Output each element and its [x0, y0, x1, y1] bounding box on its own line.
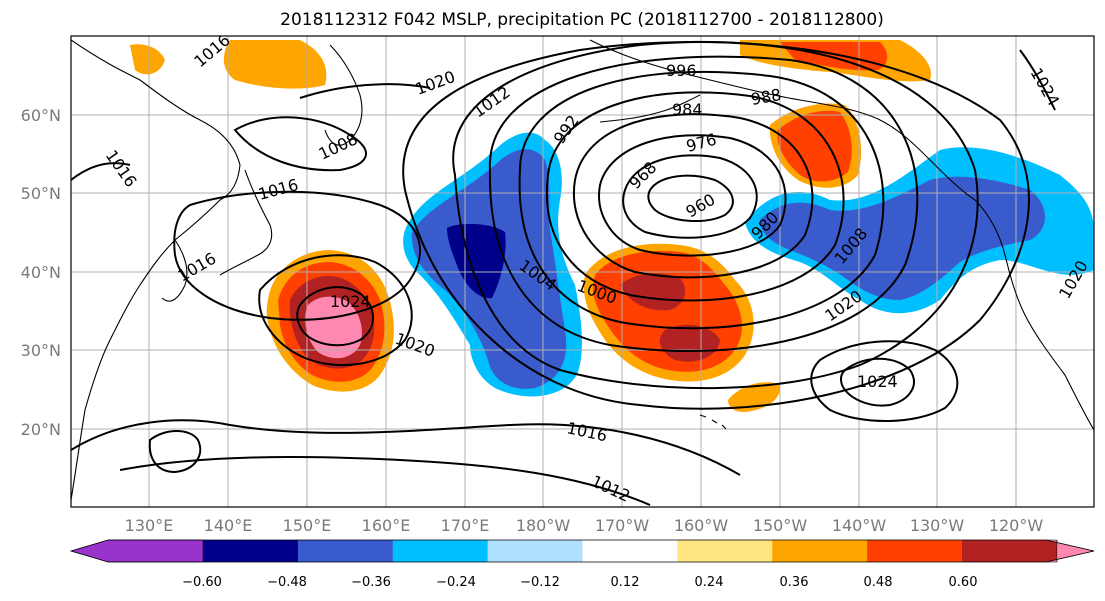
lat-tick-label: 40°N [21, 263, 61, 282]
colorbar-tick-label: −0.36 [351, 575, 391, 590]
colorbar-segment [867, 540, 963, 562]
colorbar-segment [203, 540, 299, 562]
lon-tick-label: 120°W [989, 516, 1044, 535]
isobar-1024-a [296, 286, 374, 347]
colorbar-segment [297, 540, 394, 562]
coast-namerica [974, 199, 1094, 431]
isobar-1020-a [258, 254, 413, 367]
lon-tick-label: 170°W [595, 516, 650, 535]
lon-tick-label: 130°E [125, 516, 174, 535]
isobar-label: 996 [666, 61, 697, 80]
isobars [71, 40, 1056, 506]
isobar-label: 1024 [330, 292, 371, 311]
isobar-1024-b [840, 357, 915, 407]
colorbar-tick-label: 0.12 [611, 575, 640, 590]
isobar-label: 984 [672, 100, 703, 119]
colorbar-segment [392, 540, 489, 562]
lat-tick-label: 60°N [21, 106, 61, 125]
isobar-1012 [402, 40, 1030, 410]
isobar-small [148, 430, 202, 474]
lat-tick-label: 30°N [21, 341, 61, 360]
shade-pos-top4 [130, 44, 165, 75]
colorbar-tick-label: 0.60 [949, 575, 978, 590]
lon-tick-label: 150°E [283, 516, 332, 535]
coast-korea [161, 239, 188, 302]
isobar-label: 1024 [857, 372, 898, 391]
isobar-984 [572, 113, 814, 279]
coast-japan [219, 169, 273, 276]
lon-tick-label: 180°W [516, 516, 571, 535]
shade-pos-central-dark [620, 273, 720, 362]
coast-hawaii [699, 414, 727, 430]
colorbar-tick-label: 0.48 [864, 575, 893, 590]
coast-aleutians [599, 94, 701, 123]
isobar-960 [647, 174, 734, 222]
lon-tick-label: 140°E [204, 516, 253, 535]
lat-tick-label: 50°N [21, 184, 61, 203]
colorbar-frame [69, 539, 1095, 563]
isobar-1020-c [299, 83, 431, 99]
map-area: 1016 1020 1012 996 984 988 1024 1016 992… [70, 35, 1095, 508]
lon-tick-label: 170°E [441, 516, 490, 535]
map-frame [70, 35, 1095, 508]
colorbar-segment [962, 540, 1058, 562]
shade-pos-gulf-mid [777, 110, 852, 182]
isobar-1016-b [173, 190, 421, 321]
colorbar-segment [772, 540, 868, 562]
colorbar-tick-label: −0.12 [520, 575, 560, 590]
lon-tick-label: 160°E [362, 516, 411, 535]
lat-tick-label: 20°N [21, 420, 61, 439]
isobar-1012-s [119, 456, 651, 506]
coast-alaska [589, 39, 976, 201]
colorbar-segment [677, 540, 773, 562]
colorbar-extend-low [70, 539, 204, 563]
map-title: 2018112312 F042 MSLP, precipitation PC (… [280, 10, 884, 30]
shade-neg-dark [447, 223, 506, 299]
shade-pos-top1 [223, 40, 327, 89]
isobar-1020-b [810, 340, 959, 422]
isobar-1016-a [71, 419, 741, 476]
isobar-1008-b [233, 116, 367, 172]
colorbar-tick-label: −0.48 [267, 575, 307, 590]
coastlines [71, 39, 1094, 501]
isobar-976 [598, 134, 787, 257]
colorbar [69, 539, 1095, 563]
isobar-968 [622, 154, 758, 239]
coast-asia [71, 39, 241, 501]
colorbar-tick-label: 0.36 [780, 575, 809, 590]
lon-tick-label: 150°W [753, 516, 808, 535]
colorbar-segment [487, 540, 583, 562]
colorbar-tick-label: −0.24 [436, 575, 476, 590]
coast-kamchatka [324, 44, 363, 146]
isobar-992 [545, 91, 845, 302]
colorbar-segment [582, 540, 678, 562]
isobar-1016-c [71, 162, 131, 181]
isobar-1024-c [1019, 49, 1056, 111]
isobar-1000 [518, 70, 885, 330]
lon-tick-label: 140°W [832, 516, 887, 535]
latitude-ticks: 60°N 50°N 40°N 30°N 20°N [21, 106, 61, 439]
precip-shading [130, 40, 1094, 412]
isobar-1008-a [452, 41, 979, 390]
colorbar-labels: −0.60 −0.48 −0.36 −0.24 −0.12 0.12 0.24 … [182, 575, 977, 590]
longitude-ticks: 130°E 140°E 150°E 160°E 170°E 180°W 170°… [125, 516, 1044, 535]
shade-neg-east-mid [760, 176, 1045, 300]
lon-tick-label: 130°W [910, 516, 965, 535]
colorbar-tick-label: 0.24 [695, 575, 724, 590]
lon-tick-label: 160°W [674, 516, 729, 535]
isobar-1004 [488, 55, 919, 352]
colorbar-tick-label: −0.60 [182, 575, 222, 590]
